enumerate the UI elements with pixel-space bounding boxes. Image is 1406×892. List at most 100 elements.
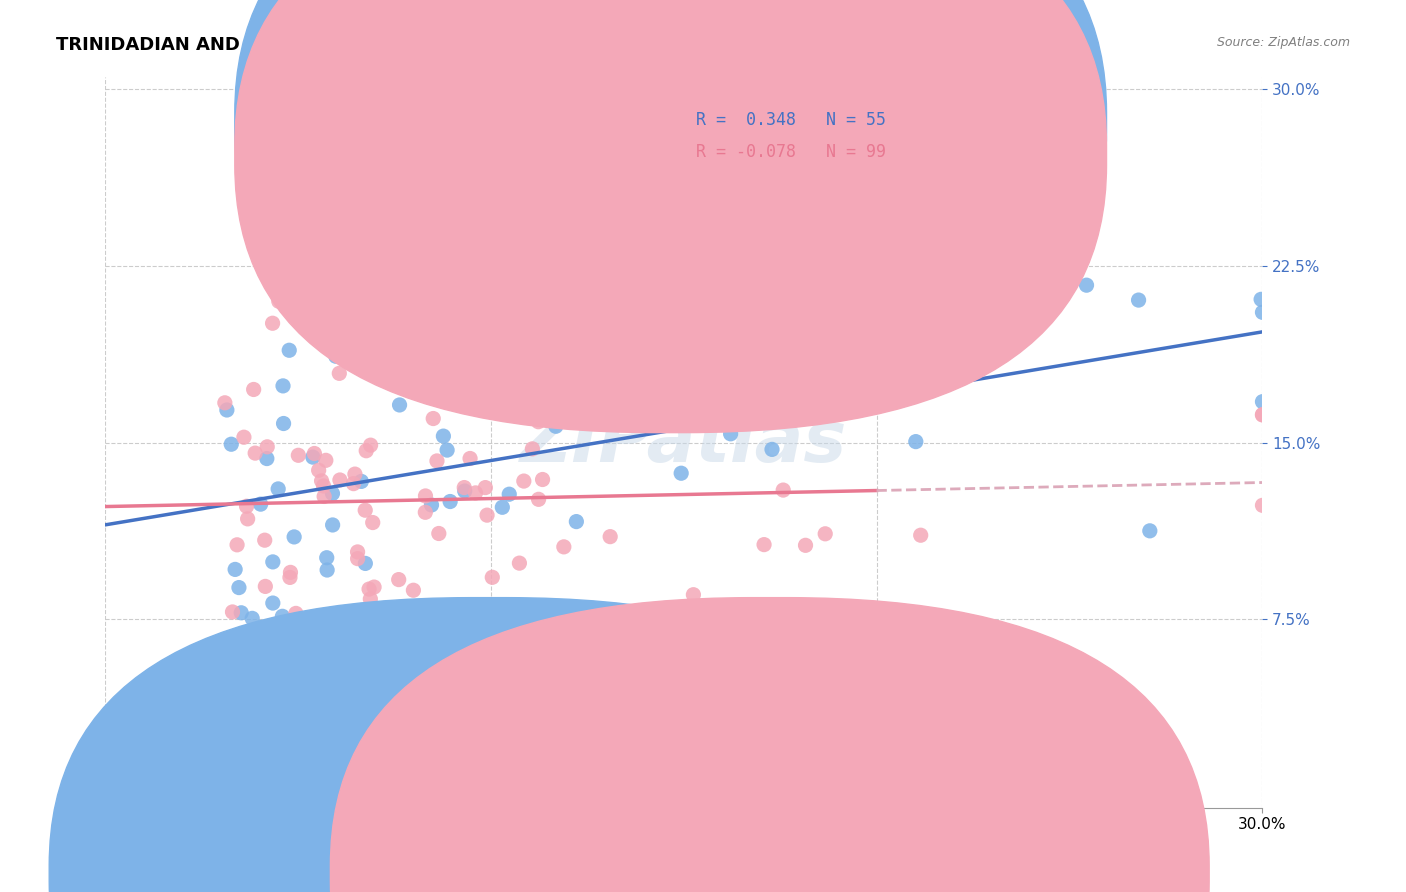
Point <box>1251 394 1274 409</box>
Point <box>354 443 377 458</box>
Point <box>315 550 337 565</box>
Point <box>361 516 384 530</box>
Point <box>240 611 263 625</box>
Point <box>304 446 326 460</box>
Point <box>502 378 524 392</box>
Point <box>314 490 336 504</box>
Point <box>498 487 520 501</box>
Point <box>221 605 243 619</box>
Point <box>565 515 588 529</box>
Point <box>315 453 337 467</box>
Point <box>273 417 295 431</box>
Point <box>598 346 620 360</box>
Point <box>388 573 411 587</box>
Point <box>346 551 368 566</box>
Point <box>474 481 496 495</box>
Point <box>557 385 579 400</box>
Point <box>439 722 461 736</box>
Point <box>408 364 430 378</box>
Point <box>254 579 277 593</box>
Point <box>363 580 385 594</box>
Point <box>553 540 575 554</box>
Point <box>761 442 783 457</box>
Point <box>271 609 294 624</box>
Point <box>322 711 344 725</box>
Point <box>422 411 444 425</box>
Point <box>312 479 335 493</box>
Point <box>231 606 253 620</box>
Point <box>486 155 509 169</box>
Point <box>478 624 501 639</box>
Point <box>308 463 330 477</box>
Point <box>432 429 454 443</box>
Point <box>325 349 347 363</box>
Point <box>1250 293 1272 307</box>
Point <box>398 219 420 234</box>
Point <box>481 570 503 584</box>
Point <box>219 437 242 451</box>
Point <box>287 448 309 462</box>
Point <box>302 450 325 464</box>
Point <box>557 334 579 349</box>
Point <box>522 442 544 456</box>
Point <box>242 383 264 397</box>
Point <box>426 454 449 468</box>
Point <box>256 440 278 454</box>
Point <box>527 492 550 507</box>
Point <box>1251 305 1274 319</box>
Point <box>224 562 246 576</box>
Point <box>262 555 284 569</box>
Point <box>278 343 301 358</box>
Point <box>1128 293 1150 307</box>
Point <box>447 368 470 383</box>
Point <box>321 486 343 500</box>
Point <box>562 609 585 624</box>
Point <box>685 362 707 376</box>
Point <box>721 610 744 624</box>
Point <box>322 518 344 533</box>
Point <box>262 316 284 330</box>
Point <box>519 316 541 330</box>
Point <box>394 655 416 669</box>
Text: R = -0.078   N = 99: R = -0.078 N = 99 <box>696 143 886 161</box>
Point <box>328 367 350 381</box>
Point <box>1139 524 1161 538</box>
Point <box>904 434 927 449</box>
Point <box>465 638 488 652</box>
Point <box>950 301 973 316</box>
Point <box>283 530 305 544</box>
Point <box>267 482 290 496</box>
Point <box>531 473 554 487</box>
Point <box>1251 499 1274 513</box>
Point <box>474 395 496 409</box>
Point <box>316 563 339 577</box>
Point <box>439 494 461 508</box>
Point <box>271 379 294 393</box>
Point <box>347 327 370 342</box>
Point <box>669 467 692 481</box>
Point <box>599 530 621 544</box>
Point <box>301 738 323 752</box>
Point <box>307 702 329 716</box>
Point <box>1076 278 1098 293</box>
Point <box>420 498 443 512</box>
Point <box>682 588 704 602</box>
Point <box>249 497 271 511</box>
Point <box>814 526 837 541</box>
Point <box>454 484 477 499</box>
Point <box>415 489 437 503</box>
Point <box>360 438 382 452</box>
Point <box>366 611 388 625</box>
Point <box>1251 408 1274 422</box>
Point <box>384 359 406 374</box>
Point <box>508 556 530 570</box>
Point <box>215 403 238 417</box>
Point <box>513 474 536 488</box>
Point <box>402 583 425 598</box>
Point <box>1251 408 1274 422</box>
Point <box>398 376 420 391</box>
Text: Trinidadians and Tobagonians: Trinidadians and Tobagonians <box>488 863 693 877</box>
Point <box>343 467 366 482</box>
Point <box>709 318 731 333</box>
Point <box>475 508 498 523</box>
